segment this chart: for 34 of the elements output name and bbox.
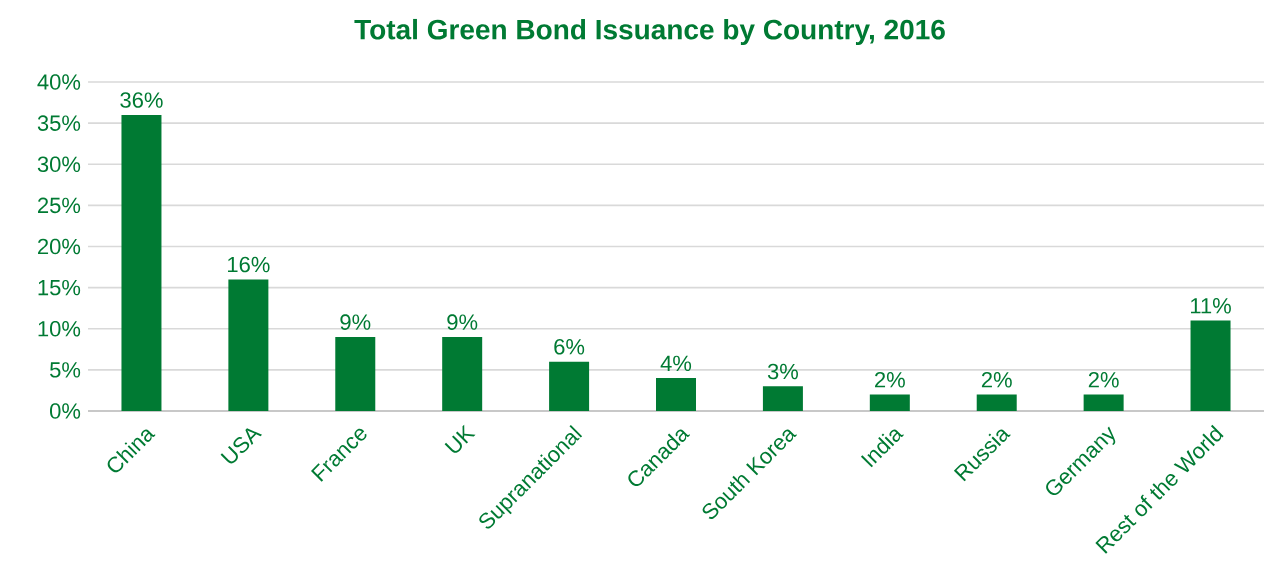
data-label: 6%	[554, 339, 585, 355]
y-tick-label: 25%	[38, 197, 81, 214]
chart-title: Total Green Bond Issuance by Country, 2016	[354, 18, 945, 46]
bar	[442, 336, 483, 411]
y-tick-label: 15%	[38, 279, 81, 296]
data-label: 36%	[120, 92, 163, 108]
y-tick-label: 10%	[38, 320, 81, 337]
data-label: 11%	[1191, 298, 1231, 314]
bar	[976, 394, 1017, 411]
bar	[1190, 320, 1231, 411]
y-tick-label: 20%	[38, 238, 81, 255]
data-label: 16%	[228, 256, 270, 273]
bar	[762, 386, 803, 411]
y-tick-label: 0%	[50, 403, 81, 419]
bar	[656, 378, 696, 411]
bar	[335, 336, 376, 411]
data-label: 3%	[767, 363, 798, 380]
y-tick-label: 30%	[37, 156, 81, 173]
data-label: 2%	[981, 372, 1012, 388]
data-label: 2%	[875, 372, 905, 388]
data-label: 2%	[1088, 372, 1119, 388]
data-label: 9%	[340, 314, 371, 330]
data-label: 9%	[447, 314, 478, 330]
bar	[1083, 394, 1124, 411]
y-tick-label: 35%	[37, 115, 81, 131]
bar	[869, 394, 910, 411]
bar	[549, 361, 590, 411]
x-tick-label: UK	[444, 424, 476, 453]
bar	[121, 114, 162, 411]
y-tick-label: 5%	[50, 362, 81, 378]
x-tick-label: USA	[220, 428, 263, 464]
bar	[228, 279, 269, 411]
y-tick-label: 40%	[37, 74, 81, 90]
data-label: 4%	[660, 355, 692, 372]
